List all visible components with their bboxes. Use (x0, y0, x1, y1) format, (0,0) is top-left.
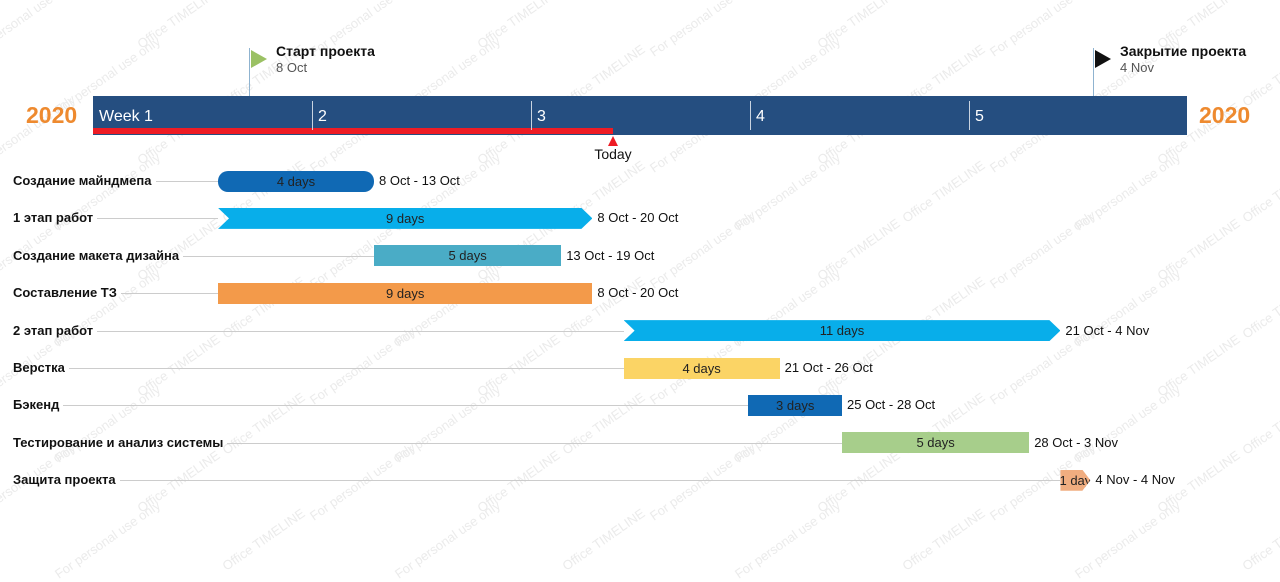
task-connector-line (68, 368, 624, 369)
task-label: Тестирование и анализ системы (13, 434, 224, 450)
year-right-label: 2020 (1199, 102, 1251, 128)
week-divider (750, 101, 751, 130)
week-label: Week 1 (99, 108, 153, 125)
watermark-text: Office TIMELINE (219, 389, 308, 458)
watermark-text: Office TIMELINE (814, 447, 903, 516)
watermark-text: Office TIMELINE (559, 389, 648, 458)
year-left-label: 2020 (26, 102, 78, 128)
watermark-text: Office TIMELINE (1239, 389, 1280, 458)
task-connector-line (183, 255, 374, 257)
task-bar: 3 days (748, 394, 842, 416)
task-date-range: 8 Oct - 20 Oct (597, 285, 679, 301)
watermark-text: For personal use only (0, 0, 78, 59)
task-date-range: 8 Oct - 13 Oct (379, 173, 460, 188)
week-divider (312, 101, 313, 130)
task-label: 2 этап работ (13, 322, 94, 338)
week-label: 4 (756, 108, 765, 125)
milestone-pole (249, 48, 250, 96)
watermark-text: For personal use only (987, 0, 1099, 60)
task-bar: 9 days (218, 208, 592, 229)
week-label: 3 (537, 108, 546, 125)
watermark-text: Office TIMELINE (474, 447, 563, 516)
task-bar: 4 days (218, 170, 374, 192)
watermark-text: Office TIMELINE (814, 215, 903, 284)
task-bar: 9 days (218, 282, 593, 304)
watermark-text: Office TIMELINE (899, 157, 988, 226)
task-date-range: 4 Nov - 4 Nov (1095, 472, 1175, 488)
task-connector-line (120, 293, 218, 295)
task-bar: 1 day (1060, 470, 1090, 491)
milestone-date: 4 Nov (1120, 60, 1154, 75)
task-label: 1 этап работ (13, 210, 94, 226)
task-date-range: 13 Oct - 19 Oct (566, 247, 655, 263)
milestone-pole (1093, 48, 1094, 96)
task-date-range: 28 Oct - 3 Nov (1034, 434, 1118, 450)
task-connector-line (227, 442, 842, 444)
task-bar: 4 days (623, 357, 780, 379)
task-date-range: 21 Oct - 4 Nov (1065, 322, 1150, 338)
task-bar: 5 days (842, 432, 1030, 454)
watermark-text: For personal use only (647, 0, 759, 60)
watermark-text: Office TIMELINE (814, 0, 903, 52)
milestone-title: Старт проекта (276, 43, 375, 59)
task-label: Защита проекта (13, 472, 116, 488)
task-date-range: 21 Oct - 26 Oct (784, 360, 873, 375)
watermark-text: Office TIMELINE (1154, 331, 1243, 400)
task-label: Бэкенд (13, 397, 60, 413)
task-date-range: 8 Oct - 20 Oct (597, 210, 679, 226)
task-label: Создание майндмепа (13, 173, 152, 188)
watermark-text: Office TIMELINE (1239, 273, 1280, 342)
week-label: 5 (975, 108, 984, 125)
watermark-text: Office TIMELINE (134, 331, 223, 400)
watermark-text: Office TIMELINE (474, 0, 563, 52)
watermark-text: Office TIMELINE (474, 331, 563, 400)
today-label: Today (594, 146, 632, 162)
week-label: 2 (318, 108, 327, 125)
task-bar: 11 days (624, 320, 1061, 341)
watermark-text: Office TIMELINE (1239, 157, 1280, 226)
task-connector-line (97, 218, 218, 220)
task-label: Создание макета дизайна (13, 247, 180, 263)
task-connector-line (119, 480, 1061, 482)
milestone-flag-icon (251, 50, 267, 68)
task-connector-line (155, 181, 218, 182)
milestone-title: Закрытие проекта (1120, 43, 1247, 59)
milestone-flag-icon (1095, 50, 1111, 68)
task-date-range: 25 Oct - 28 Oct (847, 397, 936, 413)
task-connector-line (97, 330, 624, 332)
watermark-text: Office TIMELINE (899, 505, 988, 574)
week-divider (969, 101, 970, 130)
watermark-text: Office TIMELINE (219, 505, 308, 574)
watermark-text: Office TIMELINE (134, 447, 223, 516)
task-label: Верстка (13, 360, 65, 375)
task-connector-line (63, 405, 749, 407)
watermark-text: Office TIMELINE (1239, 505, 1280, 574)
milestone-date: 8 Oct (276, 60, 308, 75)
week-divider (531, 101, 532, 130)
today-marker-icon (608, 136, 618, 146)
task-bar: 5 days (374, 245, 562, 267)
watermark-text: Office TIMELINE (1154, 215, 1243, 284)
task-label: Составление ТЗ (13, 285, 117, 301)
progress-to-today-bar (93, 128, 613, 134)
watermark-text: Office TIMELINE (559, 505, 648, 574)
watermark-text: Office TIMELINE (134, 0, 223, 52)
